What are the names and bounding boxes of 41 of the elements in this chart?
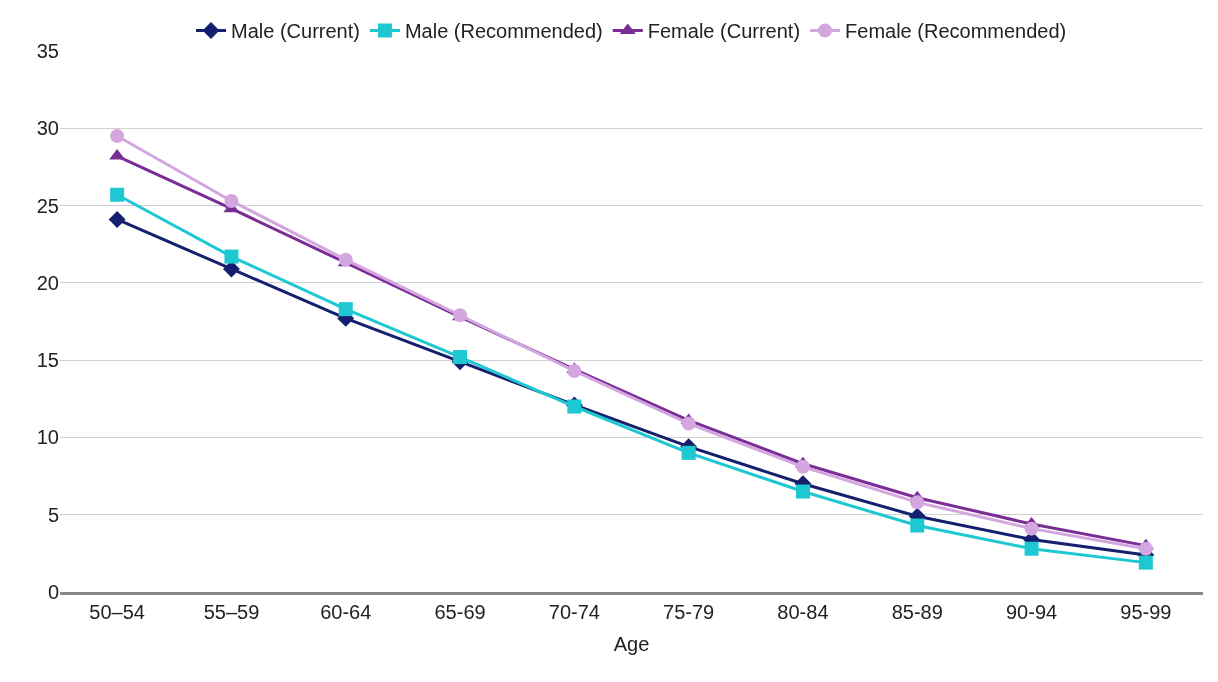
x-tick-label: 50–54 — [89, 601, 145, 623]
point — [681, 445, 696, 460]
y-tick-label: 30 — [36, 117, 59, 140]
point — [567, 363, 582, 378]
y-tick-label: 10 — [36, 426, 59, 449]
point — [795, 459, 810, 474]
legend-label: Female (Current) — [647, 20, 801, 43]
x-tick-label: 90-94 — [1005, 601, 1058, 623]
point — [681, 416, 696, 431]
y-tick-label: 5 — [47, 503, 59, 526]
legend-label: Male (Recommended) — [404, 20, 603, 43]
legend-label: Male (Current) — [231, 20, 360, 43]
x-tick-label: 70-74 — [548, 601, 600, 623]
point — [910, 518, 925, 533]
point — [1138, 555, 1153, 570]
y-tick-label: 35 — [36, 40, 59, 62]
point — [453, 350, 468, 365]
point — [224, 249, 239, 264]
x-tick-label: 75-79 — [663, 601, 715, 623]
y-tick-label: 0 — [47, 581, 59, 603]
point — [1138, 541, 1153, 556]
point — [1024, 541, 1039, 556]
y-tick-label: 20 — [36, 271, 59, 294]
y-tick-label: 25 — [36, 194, 59, 217]
x-tick-label: 55–59 — [203, 601, 260, 623]
point — [110, 129, 125, 143]
x-tick-label: 80-84 — [777, 601, 829, 623]
point — [224, 193, 239, 208]
x-tick-label: 85-89 — [891, 601, 943, 623]
x-axis-title: Age — [613, 632, 650, 655]
x-tick-label: 60-64 — [320, 601, 372, 623]
x-tick-label: 65-69 — [434, 601, 486, 623]
y-tick-label: 15 — [36, 349, 59, 372]
point — [795, 484, 810, 499]
point — [1024, 521, 1039, 536]
legend-label: Female (Recommended) — [845, 20, 1067, 43]
point — [910, 495, 925, 510]
x-tick-label: 95-99 — [1120, 601, 1172, 623]
point — [338, 302, 353, 317]
point — [108, 211, 126, 228]
point — [110, 187, 125, 202]
